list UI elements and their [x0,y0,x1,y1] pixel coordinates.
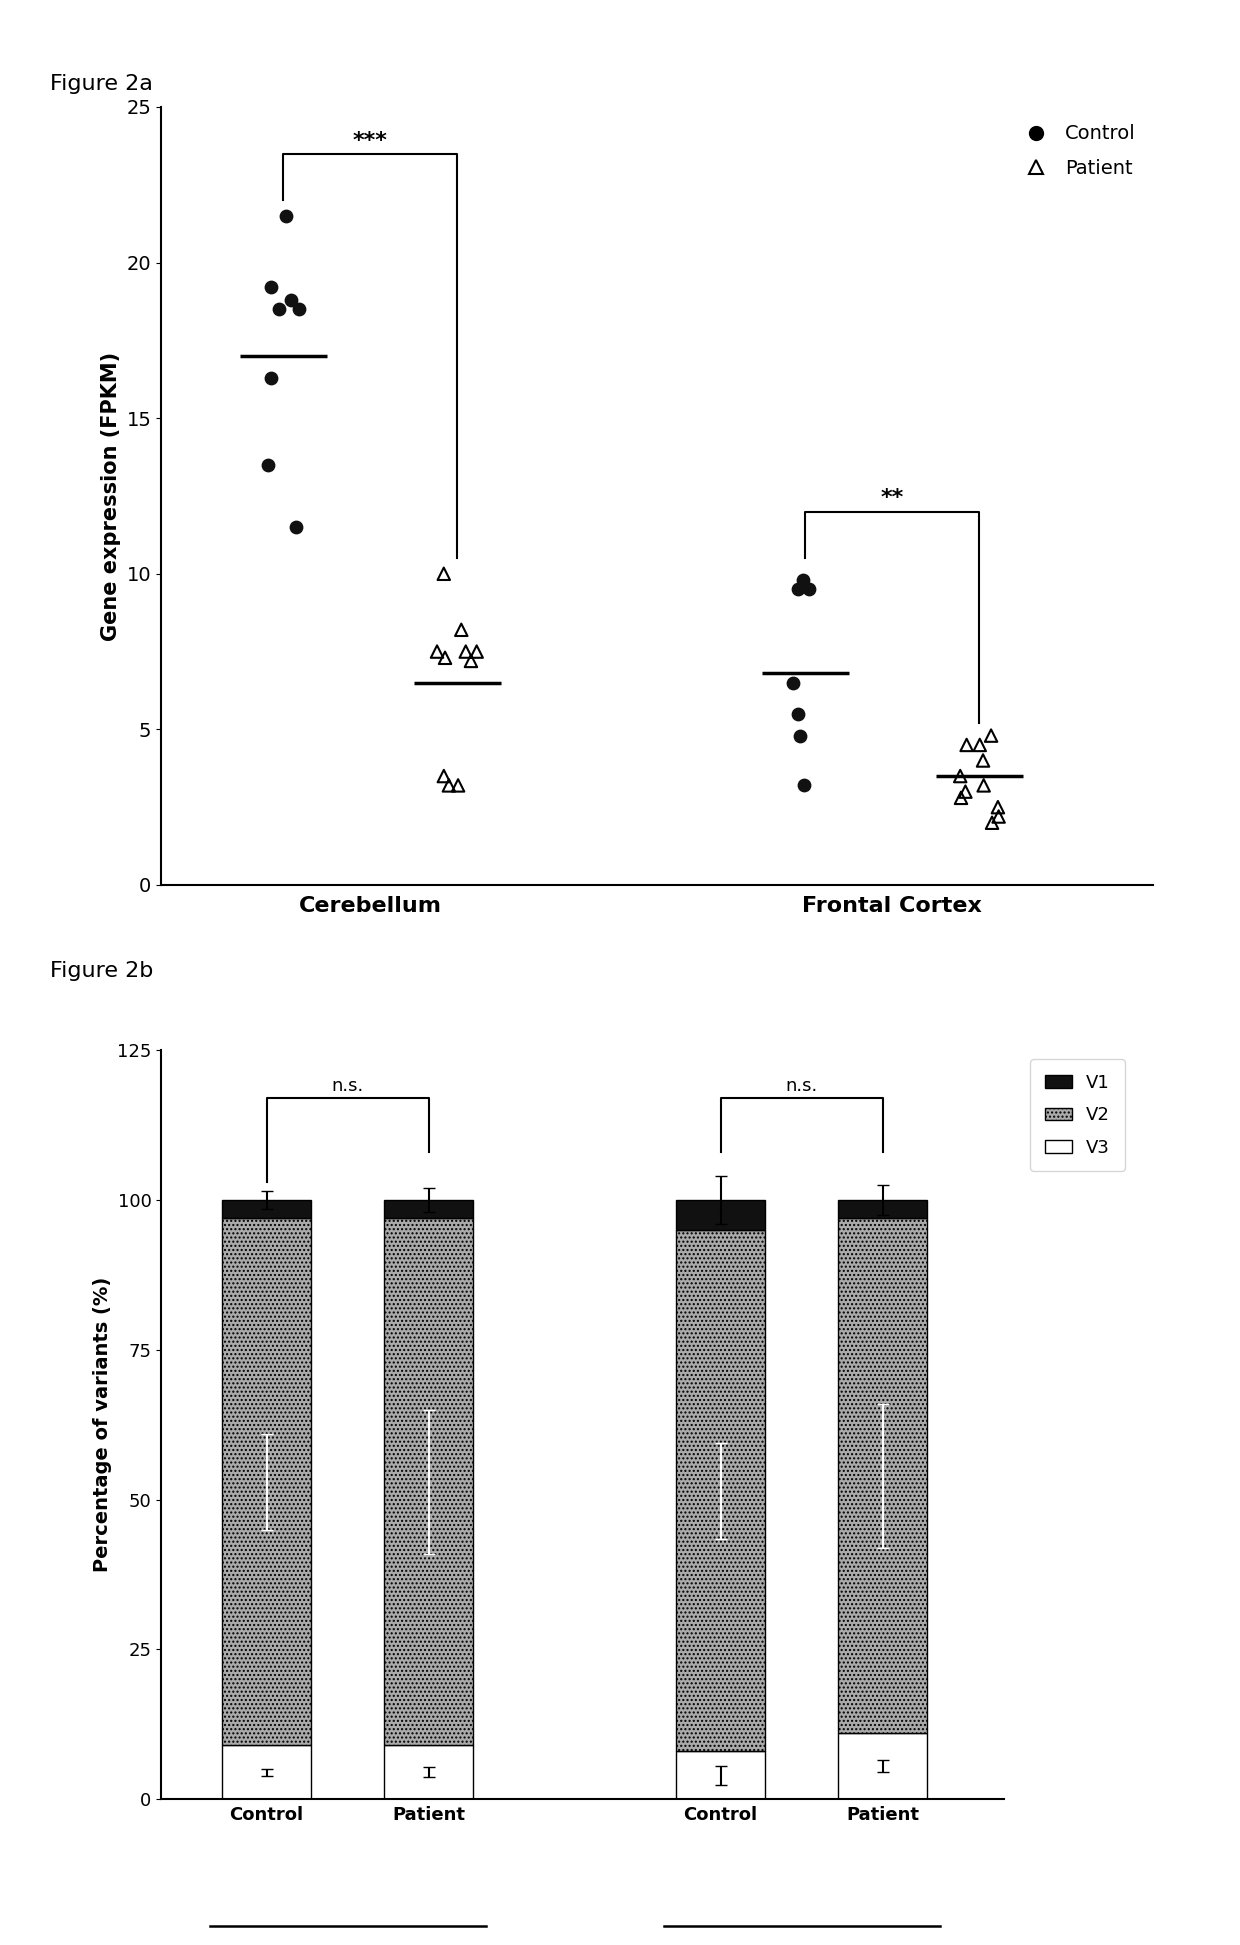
Point [461,646,481,677]
Point [973,745,993,776]
Point [950,760,970,792]
Point [956,776,976,807]
Bar [222,1218,311,1745]
Text: **: ** [880,488,904,508]
Text: Figure 2a: Figure 2a [50,74,153,93]
Point [466,636,486,667]
Bar [676,1229,765,1750]
Legend: Control, Patient: Control, Patient [1008,117,1143,187]
Point [262,272,281,303]
Y-axis label: Gene expression (FPKM): Gene expression (FPKM) [100,352,122,640]
Point [792,564,812,595]
Bar [222,1745,311,1799]
Point [451,615,471,646]
Point [973,770,993,801]
Bar [384,1218,474,1745]
Point [981,720,1001,751]
Point [289,294,309,325]
Point [799,574,818,605]
Point [439,770,459,801]
Point [957,729,977,760]
Bar [676,1750,765,1799]
Text: n.s.: n.s. [331,1078,363,1095]
Text: Figure 2b: Figure 2b [50,961,153,980]
Point [262,362,281,393]
Bar [384,1745,474,1799]
Text: ***: *** [352,130,387,150]
Point [277,200,296,231]
Point [281,284,301,315]
Point [787,698,807,729]
Point [258,449,278,480]
Point [951,782,971,813]
Point [982,807,1002,838]
Point [434,558,454,589]
Point [787,574,807,605]
Legend: V1, V2, V3: V1, V2, V3 [1030,1060,1125,1171]
Point [286,512,306,543]
Point [456,636,476,667]
Point [782,667,802,698]
Bar [222,1200,311,1218]
Bar [384,1200,474,1218]
Bar [838,1200,928,1218]
Bar [838,1733,928,1799]
Point [269,294,289,325]
Point [794,770,813,801]
Point [448,770,467,801]
Bar [838,1218,928,1733]
Point [435,642,455,673]
Point [970,729,990,760]
Point [791,720,811,751]
Bar [676,1200,765,1229]
Text: n.s.: n.s. [786,1078,818,1095]
Point [434,760,454,792]
Point [427,636,446,667]
Y-axis label: Percentage of variants (%): Percentage of variants (%) [93,1278,112,1572]
Point [988,801,1008,832]
Point [988,792,1008,823]
